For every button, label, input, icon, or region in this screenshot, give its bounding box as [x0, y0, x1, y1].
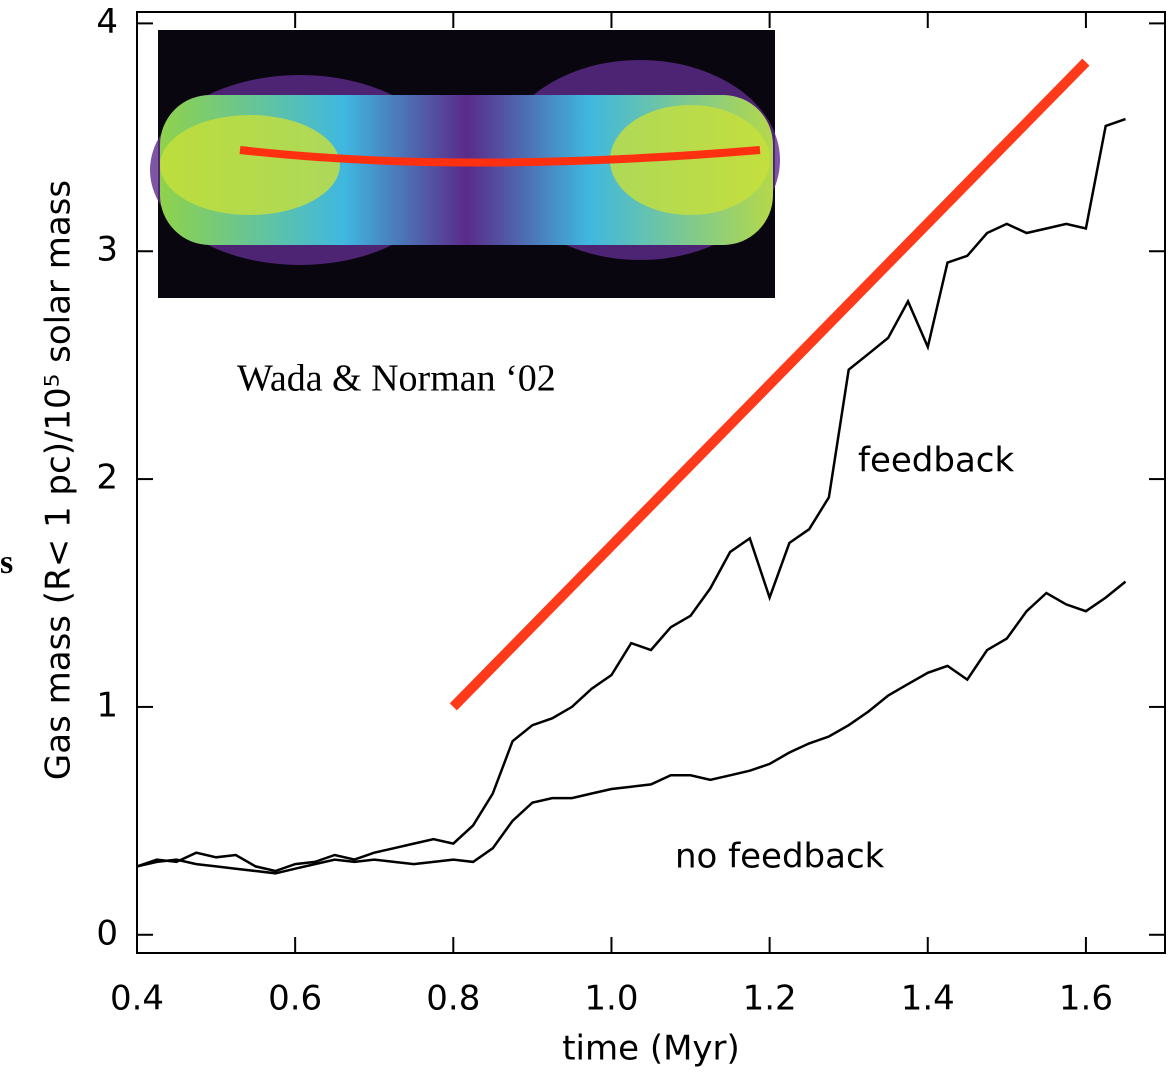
inset-image: [150, 30, 780, 298]
series-label: feedback: [858, 441, 1014, 481]
plot-frame: [136, 11, 1166, 954]
x-tick-label: 0.8: [426, 979, 480, 1019]
annotation: Wada & Norman ‘02: [237, 358, 556, 400]
series-label: no feedback: [675, 837, 885, 877]
x-tick-label: 0.4: [110, 979, 164, 1019]
series-line: [136, 117, 1126, 873]
x-tick-label: 1.4: [901, 979, 955, 1019]
x-tick-label: 1.6: [1059, 979, 1113, 1019]
y-axis-label: Gas mass (R< 1 pc)/10⁵ solar mass: [39, 180, 79, 780]
edge-text: s: [0, 544, 13, 581]
x-tick-label: 1.0: [584, 979, 638, 1019]
y-tick-label: 2: [96, 458, 118, 498]
y-tick-label: 0: [96, 913, 118, 953]
x-tick-label: 1.2: [743, 979, 797, 1019]
y-tick-label: 4: [96, 2, 118, 42]
x-axis-label: time (Myr): [562, 1029, 740, 1069]
y-tick-label: 1: [96, 685, 118, 725]
y-tick-label: 3: [96, 230, 118, 270]
x-tick-label: 0.6: [268, 979, 322, 1019]
series-line: [449, 58, 1090, 711]
series-line: [136, 580, 1127, 875]
